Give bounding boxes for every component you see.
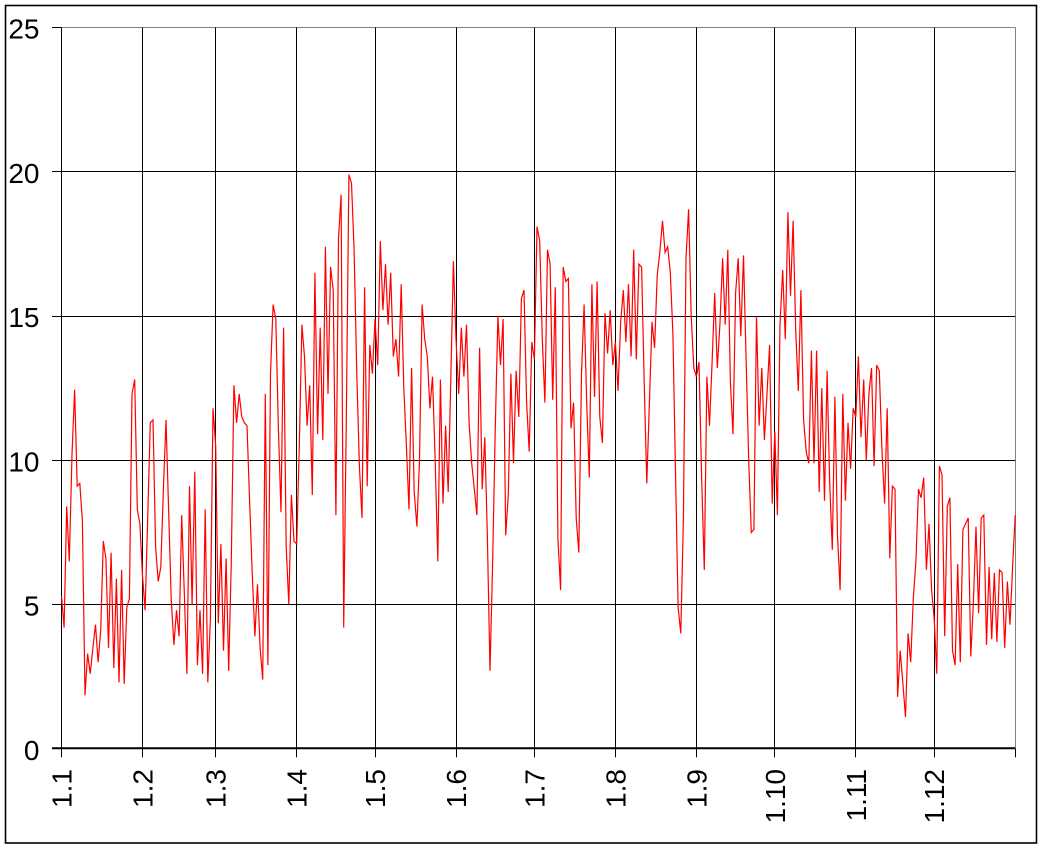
svg-text:1.2: 1.2 (128, 769, 159, 808)
svg-text:1.3: 1.3 (201, 769, 232, 808)
svg-text:1.12: 1.12 (919, 769, 950, 824)
svg-text:10: 10 (8, 446, 39, 477)
svg-text:5: 5 (24, 591, 40, 622)
svg-text:1.8: 1.8 (600, 769, 631, 808)
svg-text:15: 15 (8, 302, 39, 333)
svg-text:1.10: 1.10 (760, 769, 791, 824)
svg-text:20: 20 (8, 158, 39, 189)
svg-text:0: 0 (24, 735, 40, 766)
svg-text:25: 25 (8, 14, 39, 45)
svg-text:1.1: 1.1 (47, 769, 78, 808)
svg-text:1.9: 1.9 (681, 769, 712, 808)
svg-text:1.6: 1.6 (441, 769, 472, 808)
svg-text:1.5: 1.5 (360, 769, 391, 808)
svg-text:1.4: 1.4 (282, 769, 313, 808)
svg-text:1.7: 1.7 (519, 769, 550, 808)
svg-text:1.11: 1.11 (841, 769, 872, 821)
